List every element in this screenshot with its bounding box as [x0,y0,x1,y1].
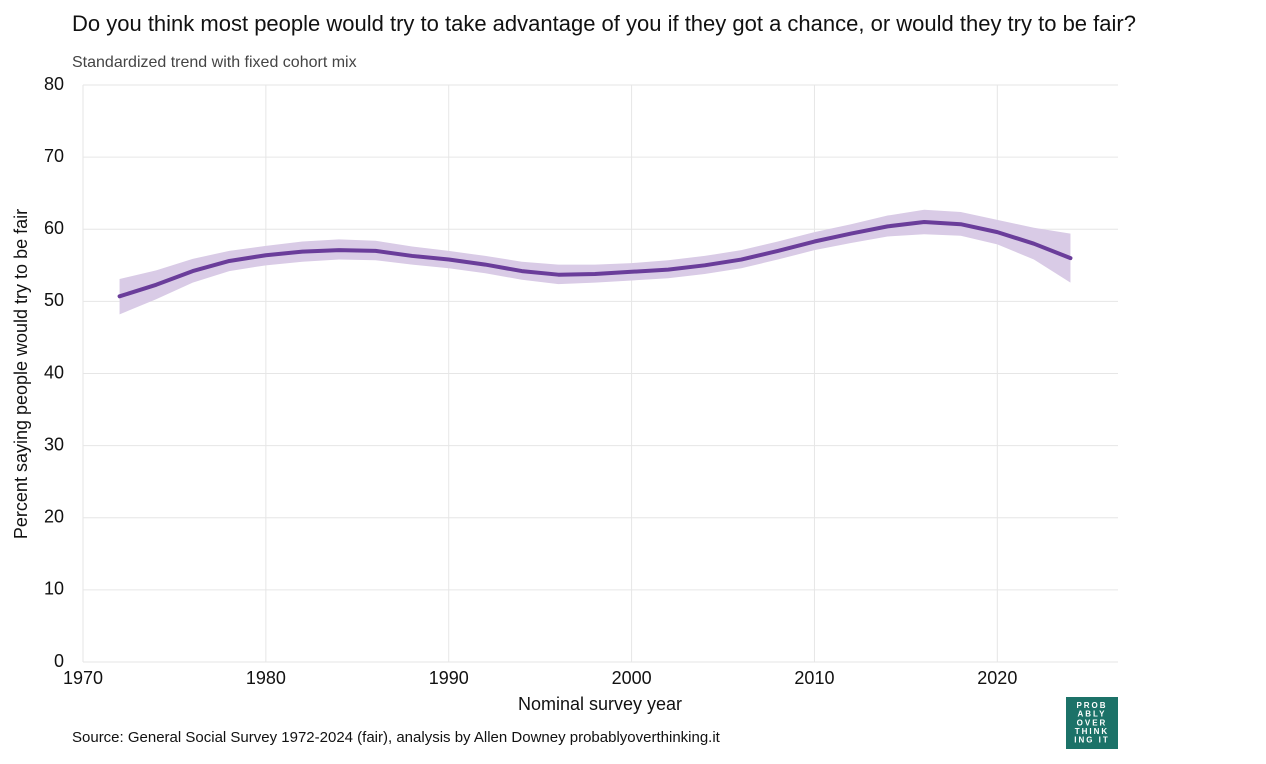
logo-text: THINK [1075,727,1109,736]
trend-line [117,220,1073,299]
y-tick-label: 50 [44,290,64,310]
y-tick-label: 80 [44,74,64,94]
x-tick-label: 2010 [794,668,834,688]
confidence-band [119,209,1071,315]
y-tick-label: 60 [44,218,64,238]
chart-title: Do you think most people would try to ta… [72,11,1136,36]
y-tick-label: 10 [44,579,64,599]
x-axis-label: Nominal survey year [518,694,682,714]
logo-text: OVER [1077,718,1108,727]
y-tick-label: 70 [44,146,64,166]
y-tick-label: 0 [54,651,64,671]
y-tick-label: 30 [44,434,64,454]
logo-text: PROB [1076,701,1107,710]
y-axis-label: Percent saying people would try to be fa… [11,209,31,539]
y-tick-label: 40 [44,362,64,382]
chart-subtitle: Standardized trend with fixed cohort mix [72,54,357,71]
y-tick-label: 20 [44,507,64,527]
logo-text: ING IT [1074,736,1110,745]
x-tick-label: 1990 [429,668,469,688]
x-tick-label: 2000 [612,668,652,688]
logo-box [1066,697,1118,749]
source-note: Source: General Social Survey 1972-2024 … [72,729,721,746]
x-tick-label: 1970 [63,668,103,688]
logo-text: ABLY [1077,710,1106,719]
x-tick-label: 1980 [246,668,286,688]
x-tick-label: 2020 [977,668,1017,688]
